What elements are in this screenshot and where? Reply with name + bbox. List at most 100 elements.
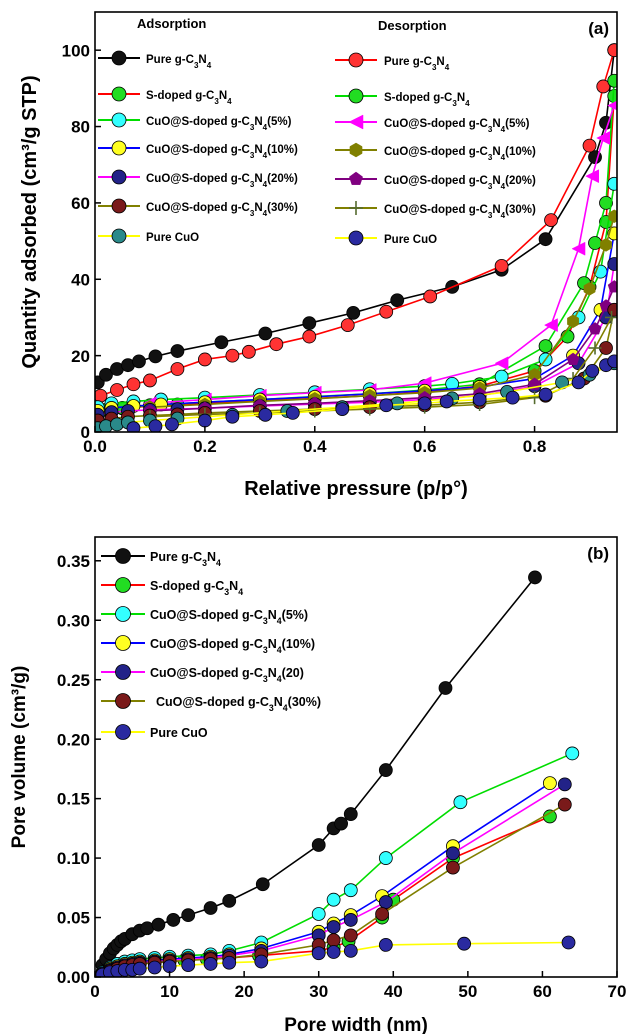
data-layer	[95, 570, 580, 977]
series-0-point-21	[438, 681, 453, 695]
series-0-point-14	[538, 232, 553, 247]
series-13-point-3	[197, 413, 212, 428]
series-2-point-14	[343, 883, 358, 898]
legend-item-13-marker	[348, 230, 364, 246]
series-6-point-7	[162, 959, 177, 974]
legend-item-2-label: S-doped g-C3N4	[146, 90, 232, 106]
y-tick-label-4: 80	[71, 118, 90, 137]
y-tick-label-0: 0.00	[57, 968, 90, 987]
y-tick-label-5: 100	[62, 41, 90, 60]
series-0-point-4	[132, 354, 146, 369]
series-1-point-16	[596, 79, 611, 94]
x-tick-label-7: 70	[608, 982, 627, 1001]
legend-item-11-label: CuO@S-doped g-C3N4(30%)	[384, 204, 536, 220]
series-13-point-11	[472, 392, 487, 407]
legend-item-3-marker	[348, 88, 364, 104]
series-2-point-13	[326, 892, 341, 907]
data-layer	[95, 43, 617, 432]
legend-item-2-label: CuO@S-doped g-C3N4(5%)	[150, 608, 308, 626]
y-tick-label-2: 0.10	[57, 849, 90, 868]
series-7-point-9	[583, 282, 596, 296]
legend-item-12-marker	[111, 228, 127, 244]
panel-a-adsorption-isotherms: 0.0 0.2 0.4 0.6 0.8 0 20 40 60 80 100 Relative pres…	[19, 11, 618, 500]
series-1-point-15	[582, 138, 597, 153]
legend-item-7-label: CuO@S-doped g-C3N4(10%)	[384, 146, 536, 162]
legend-item-8-marker	[111, 169, 127, 185]
series-0-point-13	[203, 901, 218, 915]
series-0-line	[101, 576, 536, 966]
legend-item-6: Pure CuO	[101, 724, 208, 740]
series-6-point-13	[326, 945, 341, 959]
series-13	[126, 354, 617, 432]
x-tick-label-3: 0.6	[413, 437, 437, 456]
series-0-point-20	[378, 763, 393, 777]
legend-item-10-label: CuO@S-doped g-C3N4(30%)	[146, 202, 298, 218]
legend-item-8: CuO@S-doped g-C3N4(20%)	[98, 169, 298, 189]
series-0-point-22	[528, 570, 542, 585]
series-0-point-1	[99, 367, 113, 382]
y-tick-label-3: 60	[71, 194, 90, 213]
legend-item-7: CuO@S-doped g-C3N4(10%)	[335, 142, 536, 162]
series-1-point-3	[143, 373, 157, 388]
panel-label: (b)	[587, 544, 609, 563]
series-9-point-8	[566, 352, 580, 365]
series-11-point-7	[528, 391, 542, 405]
series-3-point-9	[538, 339, 553, 353]
series-5-point-6	[494, 356, 509, 371]
series-3-point-11	[588, 236, 602, 250]
legend: Adsorption Desorption Pure g-C3N4 Pure g-C3…	[98, 16, 536, 246]
series-0	[95, 570, 542, 973]
y-tick-label-1: 0.05	[57, 909, 90, 928]
series-0-point-11	[390, 293, 405, 308]
series-1-point-1	[110, 383, 124, 397]
y-tick-label-2: 40	[71, 270, 90, 289]
series-6	[95, 935, 576, 977]
legend-item-4: CuO@S-doped g-C3N4(5%)	[98, 112, 292, 132]
series-4-point-13	[326, 920, 341, 934]
series-13-point-8	[379, 398, 394, 413]
series-6-point-6	[147, 960, 162, 975]
series-13-point-15	[585, 364, 600, 378]
series-0-point-12	[181, 908, 196, 923]
series-11-point-9	[588, 341, 602, 355]
legend-item-4-marker	[111, 112, 127, 128]
legend-item-5-label: CuO@S-doped g-C3N4(5%)	[384, 118, 530, 134]
y-tick-label-3: 0.15	[57, 790, 90, 809]
legend-header-desorption: Desorption	[378, 18, 447, 33]
series-5-point-11	[607, 100, 617, 111]
x-tick-label-6: 60	[533, 982, 552, 1001]
series-9-point-11	[607, 280, 617, 293]
series-13-point-12	[505, 390, 520, 405]
legend-item-5: CuO@S-doped g-C3N4(5%)	[335, 114, 530, 134]
legend-item-5-label: CuO@S-doped g-C3N4(30%)	[156, 695, 321, 713]
legend-item-2: CuO@S-doped g-C3N4(5%)	[101, 606, 308, 626]
series-3-point-13	[607, 73, 617, 88]
series-1-point-0	[95, 388, 108, 403]
series-4-point-14	[343, 913, 358, 927]
panel-label: (a)	[588, 19, 609, 38]
legend-item-10-marker	[111, 198, 127, 214]
legend-item-10: CuO@S-doped g-C3N4(30%)	[98, 198, 298, 218]
series-1-point-5	[197, 352, 212, 367]
series-6-point-10	[222, 955, 237, 970]
series-13-point-14	[571, 375, 586, 390]
plot-frame	[94, 536, 618, 978]
series-0-point-6	[170, 344, 185, 358]
series-1-point-6	[225, 348, 240, 363]
legend-item-0: Pure g-C3N4	[101, 548, 221, 568]
legend-item-1-marker	[348, 52, 364, 68]
legend-item-9-label: CuO@S-doped g-C3N4(20%)	[384, 175, 536, 191]
series-5-point-13	[326, 933, 341, 948]
series-0-point-10	[151, 917, 166, 932]
legend-header-adsorption: Adsorption	[137, 16, 206, 31]
legend-item-0-label: Pure g-C3N4	[150, 550, 221, 568]
series-3-point-17	[542, 776, 557, 791]
series-4-point-16	[446, 846, 460, 861]
series-0-point-11	[166, 913, 181, 927]
series-1-point-14	[544, 213, 558, 227]
series-1-point-8	[269, 337, 284, 352]
series-7-point-11	[608, 209, 617, 224]
series-6-point-15	[378, 937, 393, 952]
legend-item-1: S-doped g-C3N4	[101, 577, 243, 597]
